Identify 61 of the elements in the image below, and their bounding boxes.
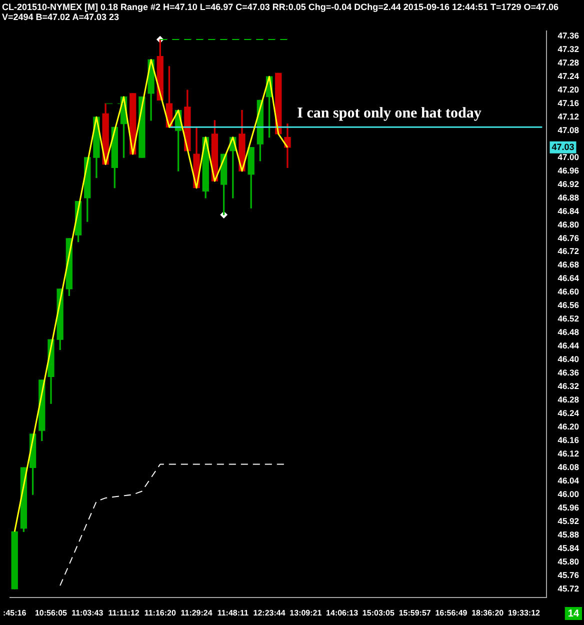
x-tick-label: 12:23:44: [253, 608, 286, 618]
y-tick-label: 46.76: [558, 232, 580, 243]
candlestick: [11, 531, 18, 590]
y-tick-label: 47.00: [558, 152, 580, 162]
y-tick-label: 46.64: [558, 273, 580, 284]
y-tick-label: 46.16: [558, 435, 580, 445]
y-tick-label: 45.92: [558, 516, 580, 526]
y-tick-label: 46.52: [558, 314, 580, 324]
y-tick-label: 47.32: [558, 44, 580, 54]
x-tick-label: 15:03:05: [362, 608, 396, 618]
x-tick-label: 14:06:13: [326, 608, 359, 618]
y-tick-label: 46.32: [558, 381, 580, 392]
y-tick-label: 46.20: [558, 422, 580, 432]
y-tick-label: 46.72: [558, 246, 580, 256]
annotation: I can spot only one hat today: [297, 105, 482, 122]
y-tick-label: 46.88: [558, 192, 580, 202]
y-tick-label: 46.40: [558, 354, 580, 364]
x-tick-label: 10:56:05: [34, 608, 68, 618]
y-tick-label: 45.72: [558, 583, 580, 594]
y-tick-label: 46.28: [558, 394, 580, 405]
y-tick-label: 45.88: [558, 529, 580, 540]
y-tick-label: 47.36: [558, 30, 580, 40]
y-tick-label: 46.44: [558, 340, 580, 351]
y-tick-label: 46.56: [558, 300, 580, 310]
x-tick-label: :45:16: [3, 608, 27, 618]
y-tick-label: 45.76: [558, 570, 580, 580]
chart-title: CL-201510-NYMEX [M] 0.18 Range #2 H=47.10 L=46.97 C=47.03 RR:0.05 Chg=-0.04 DChg=2.44 2015-09-16 12:44:51 T=1729 O=47.06 V=2494 B=47.02 A=47.03 23: [1, 1, 560, 23]
y-tick-label: 46.04: [558, 475, 580, 486]
y-tick-label: 46.12: [558, 448, 580, 458]
y-tick-label: 46.84: [558, 206, 580, 216]
y-tick-label: 45.84: [558, 542, 580, 553]
y-tick-label: 46.36: [558, 368, 580, 378]
y-tick-label: 46.08: [558, 462, 580, 472]
y-tick-label: 47.12: [558, 111, 580, 122]
y-tick-label: 47.08: [558, 124, 580, 135]
y-tick-label: 47.20: [558, 84, 580, 94]
x-tick-label: 18:36:20: [472, 608, 504, 618]
x-tick-label: 11:16:20: [144, 608, 176, 618]
y-tick-label: 46.24: [558, 408, 580, 418]
y-tick-label: 47.24: [558, 70, 580, 81]
y-tick-label: 45.96: [558, 502, 580, 512]
y-tick-label: 46.68: [558, 260, 580, 270]
y-tick-label: 46.80: [558, 219, 580, 230]
y-tick-label: 46.48: [558, 327, 580, 338]
y-tick-label: 46.00: [558, 488, 580, 499]
x-tick-label: 11:29:24: [180, 608, 213, 618]
text: 14: [568, 608, 580, 620]
annotation: 47.03: [552, 142, 574, 152]
x-tick-label: 16:56:49: [435, 608, 468, 618]
x-tick-label: 13:09:21: [290, 608, 322, 618]
y-tick-label: 47.28: [558, 57, 580, 68]
x-tick-label: 11:11:12: [108, 608, 140, 618]
y-tick-label: 47.16: [558, 98, 580, 108]
y-tick-label: 46.96: [558, 165, 580, 176]
x-tick-label: 11:03:43: [72, 608, 104, 618]
x-tick-label: 11:48:11: [217, 608, 250, 618]
y-tick-label: 46.92: [558, 178, 580, 189]
x-tick-label: 19:33:12: [508, 608, 541, 618]
y-tick-label: 46.60: [558, 286, 580, 297]
y-tick-label: 45.80: [558, 556, 580, 566]
x-tick-label: 15:59:57: [398, 608, 432, 618]
